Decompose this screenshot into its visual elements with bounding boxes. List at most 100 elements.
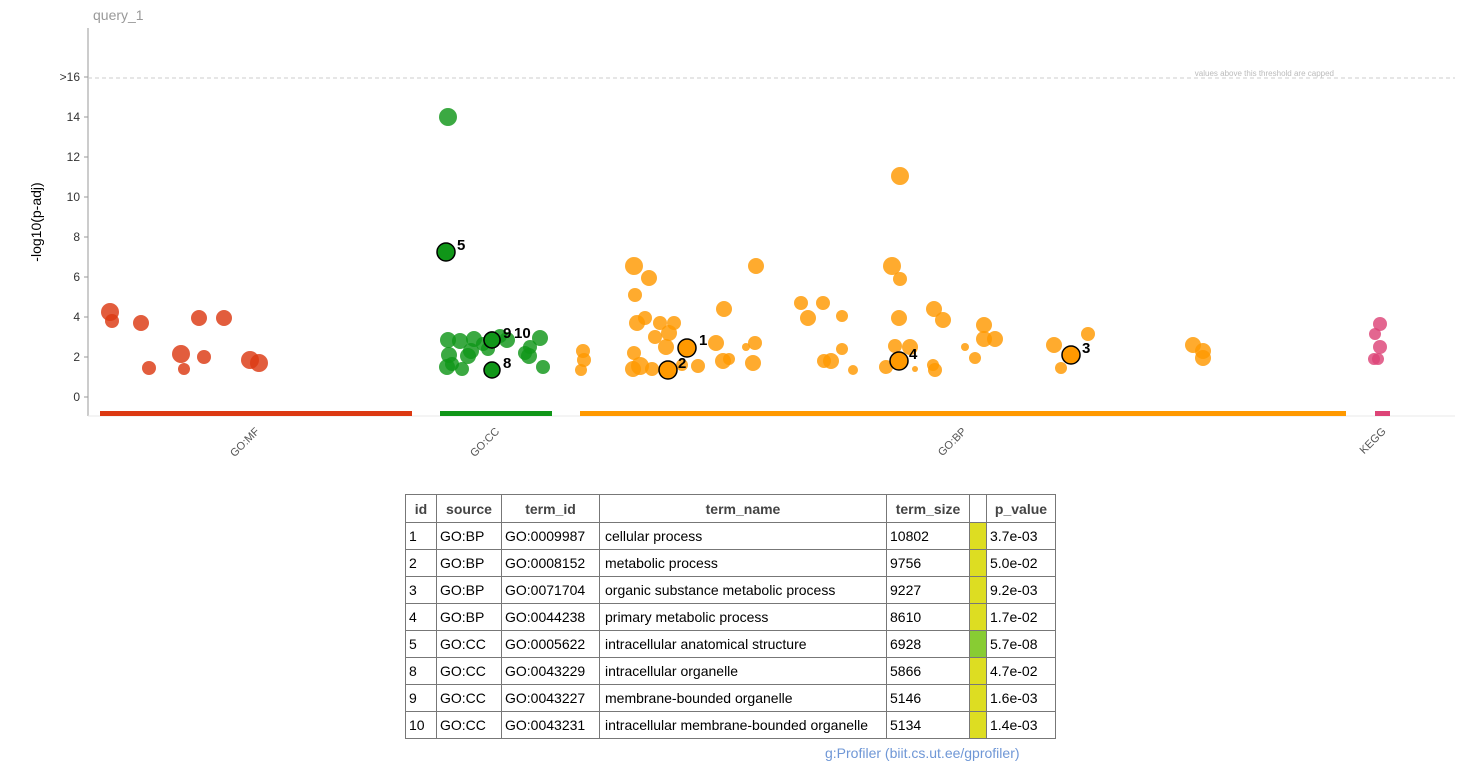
data-point[interactable] [463, 343, 479, 359]
data-point[interactable] [172, 345, 190, 363]
data-point[interactable] [625, 257, 643, 275]
data-point[interactable] [532, 330, 548, 346]
data-point[interactable] [523, 340, 537, 354]
data-point[interactable] [627, 346, 641, 360]
header-id[interactable]: id [405, 494, 437, 523]
cell-term-name: primary metabolic process [599, 603, 887, 631]
data-point[interactable] [577, 353, 591, 367]
header-p-value[interactable]: p_value [986, 494, 1056, 523]
cell-source: GO:CC [436, 711, 502, 739]
data-point[interactable] [439, 108, 457, 126]
data-point[interactable] [676, 359, 688, 371]
data-point[interactable] [197, 350, 211, 364]
data-point[interactable] [748, 336, 762, 350]
source-label: GO:MF [228, 425, 262, 459]
data-point[interactable] [1195, 350, 1211, 366]
data-point[interactable] [879, 360, 893, 374]
data-point[interactable] [716, 301, 732, 317]
data-point[interactable] [499, 332, 515, 348]
highlighted-point[interactable] [483, 331, 501, 349]
data-point[interactable] [645, 362, 659, 376]
cell-p-value: 5.0e-02 [986, 549, 1056, 577]
table-row[interactable]: 10 GO:CC GO:0043231 intracellular membrane-… [405, 711, 1056, 739]
data-point[interactable] [1373, 340, 1387, 354]
table-row[interactable]: 5 GO:CC GO:0005622 intracellular anatomical… [405, 630, 1056, 658]
data-point[interactable] [987, 331, 1003, 347]
data-point[interactable] [976, 317, 992, 333]
data-point[interactable] [142, 361, 156, 375]
data-point[interactable] [1373, 317, 1387, 331]
table-row[interactable]: 2 GO:BP GO:0008152 metabolic process 9756 5.0… [405, 549, 1056, 577]
data-point[interactable] [848, 365, 858, 375]
data-point[interactable] [742, 343, 750, 351]
data-point[interactable] [1055, 362, 1067, 374]
highlighted-point[interactable] [677, 338, 697, 358]
data-point[interactable] [748, 258, 764, 274]
data-point[interactable] [133, 315, 149, 331]
data-point[interactable] [800, 310, 816, 326]
table-row[interactable]: 9 GO:CC GO:0043227 membrane-bounded organel… [405, 684, 1056, 712]
data-point[interactable] [455, 362, 469, 376]
data-point[interactable] [1081, 327, 1095, 341]
data-point[interactable] [250, 354, 268, 372]
data-point[interactable] [961, 343, 969, 351]
data-point[interactable] [816, 296, 830, 310]
data-point[interactable] [648, 330, 662, 344]
data-point[interactable] [836, 310, 848, 322]
data-point[interactable] [935, 312, 951, 328]
data-point[interactable] [926, 301, 942, 317]
data-point[interactable] [969, 352, 981, 364]
data-point[interactable] [891, 310, 907, 326]
data-point[interactable] [691, 359, 705, 373]
cell-term-name: intracellular anatomical structure [599, 630, 887, 658]
header-term-size[interactable]: term_size [886, 494, 970, 523]
data-point[interactable] [891, 167, 909, 185]
data-point[interactable] [575, 364, 587, 376]
highlighted-point[interactable] [889, 351, 909, 371]
footer-link[interactable]: g:Profiler (biit.cs.ut.ee/gprofiler) [825, 745, 1020, 761]
data-point[interactable] [667, 316, 681, 330]
data-point[interactable] [794, 296, 808, 310]
data-point[interactable] [708, 335, 724, 351]
data-point[interactable] [1046, 337, 1062, 353]
data-point[interactable] [105, 314, 119, 328]
data-point[interactable] [912, 366, 918, 372]
data-point[interactable] [893, 272, 907, 286]
table-row[interactable]: 4 GO:BP GO:0044238 primary metabolic proces… [405, 603, 1056, 631]
data-point[interactable] [628, 288, 642, 302]
data-point[interactable] [631, 357, 649, 375]
data-point[interactable] [658, 339, 674, 355]
data-point[interactable] [216, 310, 232, 326]
highlighted-point[interactable] [658, 360, 678, 380]
highlighted-point[interactable] [436, 242, 456, 262]
data-point[interactable] [536, 360, 550, 374]
data-point[interactable] [452, 333, 468, 349]
data-point[interactable] [836, 343, 848, 355]
data-point[interactable] [1372, 353, 1384, 365]
header-source[interactable]: source [436, 494, 502, 523]
data-point[interactable] [883, 257, 901, 275]
data-point[interactable] [653, 316, 667, 330]
data-point[interactable] [191, 310, 207, 326]
data-point[interactable] [823, 353, 839, 369]
data-point[interactable] [1369, 328, 1381, 340]
data-point[interactable] [638, 311, 652, 325]
data-point[interactable] [641, 270, 657, 286]
highlighted-point[interactable] [1061, 345, 1081, 365]
table-row[interactable]: 3 GO:BP GO:0071704 organic substance metabo… [405, 576, 1056, 604]
data-point[interactable] [928, 363, 942, 377]
cell-source: GO:CC [436, 657, 502, 685]
significance-swatch [970, 685, 986, 711]
table-row[interactable]: 8 GO:CC GO:0043229 intracellular organelle 5… [405, 657, 1056, 685]
data-point[interactable] [723, 353, 735, 365]
table-row[interactable]: 1 GO:BP GO:0009987 cellular process 10802 3.7… [405, 522, 1056, 550]
data-point[interactable] [745, 355, 761, 371]
data-point[interactable] [178, 363, 190, 375]
data-point[interactable] [976, 331, 992, 347]
data-point[interactable] [888, 339, 902, 353]
header-term-name[interactable]: term_name [599, 494, 887, 523]
data-point[interactable] [902, 339, 918, 355]
header-term-id[interactable]: term_id [501, 494, 600, 523]
data-point[interactable] [440, 332, 456, 348]
highlighted-point[interactable] [483, 361, 501, 379]
